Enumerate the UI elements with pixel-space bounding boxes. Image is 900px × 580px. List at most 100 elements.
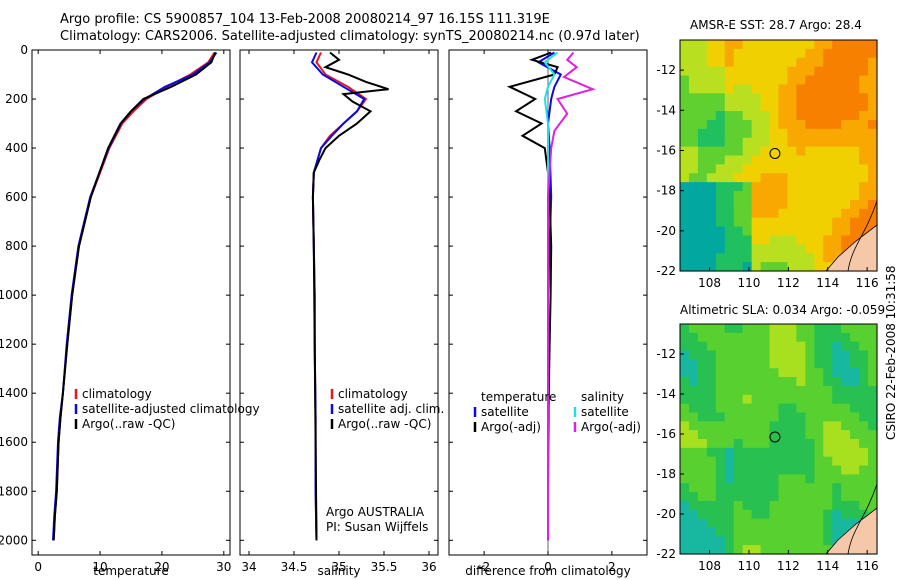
map-cell (724, 509, 735, 520)
map-cell (751, 332, 762, 343)
map-cell (733, 536, 744, 546)
map-cell (751, 518, 762, 529)
map-cell (859, 146, 869, 157)
map-cell (769, 421, 780, 431)
map-cell (697, 48, 708, 59)
map-cell (760, 244, 771, 254)
map-cell (850, 350, 860, 360)
map-cell (742, 119, 753, 130)
annotation-text: Argo AUSTRALIA (326, 505, 425, 519)
map-cell (814, 447, 824, 458)
map-cell (859, 385, 869, 396)
map-cell (688, 93, 699, 103)
map-cell (733, 324, 744, 334)
map-cell (688, 128, 699, 139)
map-cell (796, 394, 806, 405)
map-cell (787, 146, 798, 157)
map-cell (751, 199, 762, 210)
map-cell (760, 102, 771, 112)
map-cell (787, 217, 798, 228)
map-cell (715, 421, 726, 431)
map-cell (832, 500, 842, 511)
map-cell (796, 128, 806, 139)
map-cell (742, 253, 753, 263)
depth-contour (847, 483, 878, 555)
map-cell (859, 102, 869, 112)
map-cell (742, 377, 753, 387)
map-cell (832, 332, 842, 343)
map-cell (688, 191, 699, 201)
map-cell (832, 155, 842, 165)
map-cell (805, 66, 815, 77)
map-cell (724, 191, 735, 201)
map-cell (688, 341, 699, 352)
map-cell (859, 421, 869, 431)
map-cell (724, 518, 735, 529)
map-cell (751, 368, 762, 378)
map-cell (751, 57, 762, 68)
map-cell (796, 412, 806, 422)
map-cell (814, 500, 824, 511)
map-cell (680, 262, 690, 272)
map-cell (778, 253, 789, 263)
map-cell (859, 430, 869, 440)
map-cell (850, 164, 860, 174)
map-cell (760, 421, 771, 431)
map-cell (859, 164, 869, 174)
map-cell (697, 262, 708, 272)
map-cell (751, 447, 762, 458)
map-cell (787, 527, 798, 537)
map-cell (680, 226, 690, 237)
map-cell (814, 66, 824, 77)
map-cell (742, 465, 753, 475)
map-cell (832, 518, 842, 529)
map-cell (751, 208, 762, 219)
map-cell (841, 447, 851, 458)
map-cell (859, 456, 869, 467)
map-cell (805, 155, 815, 165)
map-cell (760, 226, 771, 237)
map-cell (823, 235, 833, 245)
map-cell (733, 439, 744, 449)
map-cell (832, 84, 842, 94)
map-cell (859, 191, 869, 201)
map-cell (787, 324, 798, 334)
map-cell (733, 403, 744, 414)
map-cell (850, 377, 860, 387)
map-cell (733, 509, 744, 520)
map-cell (832, 119, 842, 130)
map-cell (814, 439, 824, 449)
map-cell (796, 359, 806, 369)
map-cell (859, 137, 869, 148)
map-cell (814, 93, 824, 103)
map-cell (823, 465, 833, 475)
map-cell (796, 253, 806, 263)
map-cell (778, 536, 789, 546)
map-cell (742, 350, 753, 360)
legend-label: Argo(-adj) (481, 420, 541, 434)
map-x-tick-label: 110 (737, 559, 760, 573)
map-cell (697, 235, 708, 245)
map-cell (760, 509, 771, 520)
map-cell (859, 332, 869, 343)
map-cell (742, 332, 753, 343)
map-cell (760, 75, 771, 86)
map-cell (724, 111, 735, 121)
map-cell (823, 509, 833, 520)
map-cell (724, 350, 735, 360)
map-cell (778, 173, 789, 183)
map-cell (832, 66, 842, 77)
map-y-tick-label: -14 (656, 103, 676, 117)
map-cell (760, 483, 771, 493)
map-cell (805, 350, 815, 360)
map-cell (742, 57, 753, 68)
map-cell (760, 164, 771, 174)
map-cell (778, 75, 789, 86)
map-cell (680, 173, 690, 183)
map-cell (760, 474, 771, 484)
map-cell (697, 146, 708, 157)
map-cell (814, 430, 824, 440)
map-cell (680, 155, 690, 165)
map-cell (769, 430, 780, 440)
map-cell (706, 465, 717, 475)
